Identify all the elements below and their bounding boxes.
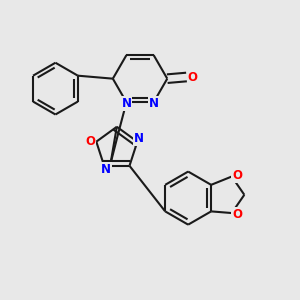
Text: N: N: [122, 98, 131, 110]
Text: N: N: [148, 98, 159, 110]
Text: N: N: [134, 132, 144, 145]
Text: O: O: [232, 208, 242, 220]
Text: O: O: [188, 70, 197, 83]
Text: N: N: [101, 163, 111, 176]
Text: O: O: [85, 135, 95, 148]
Text: O: O: [232, 169, 242, 182]
